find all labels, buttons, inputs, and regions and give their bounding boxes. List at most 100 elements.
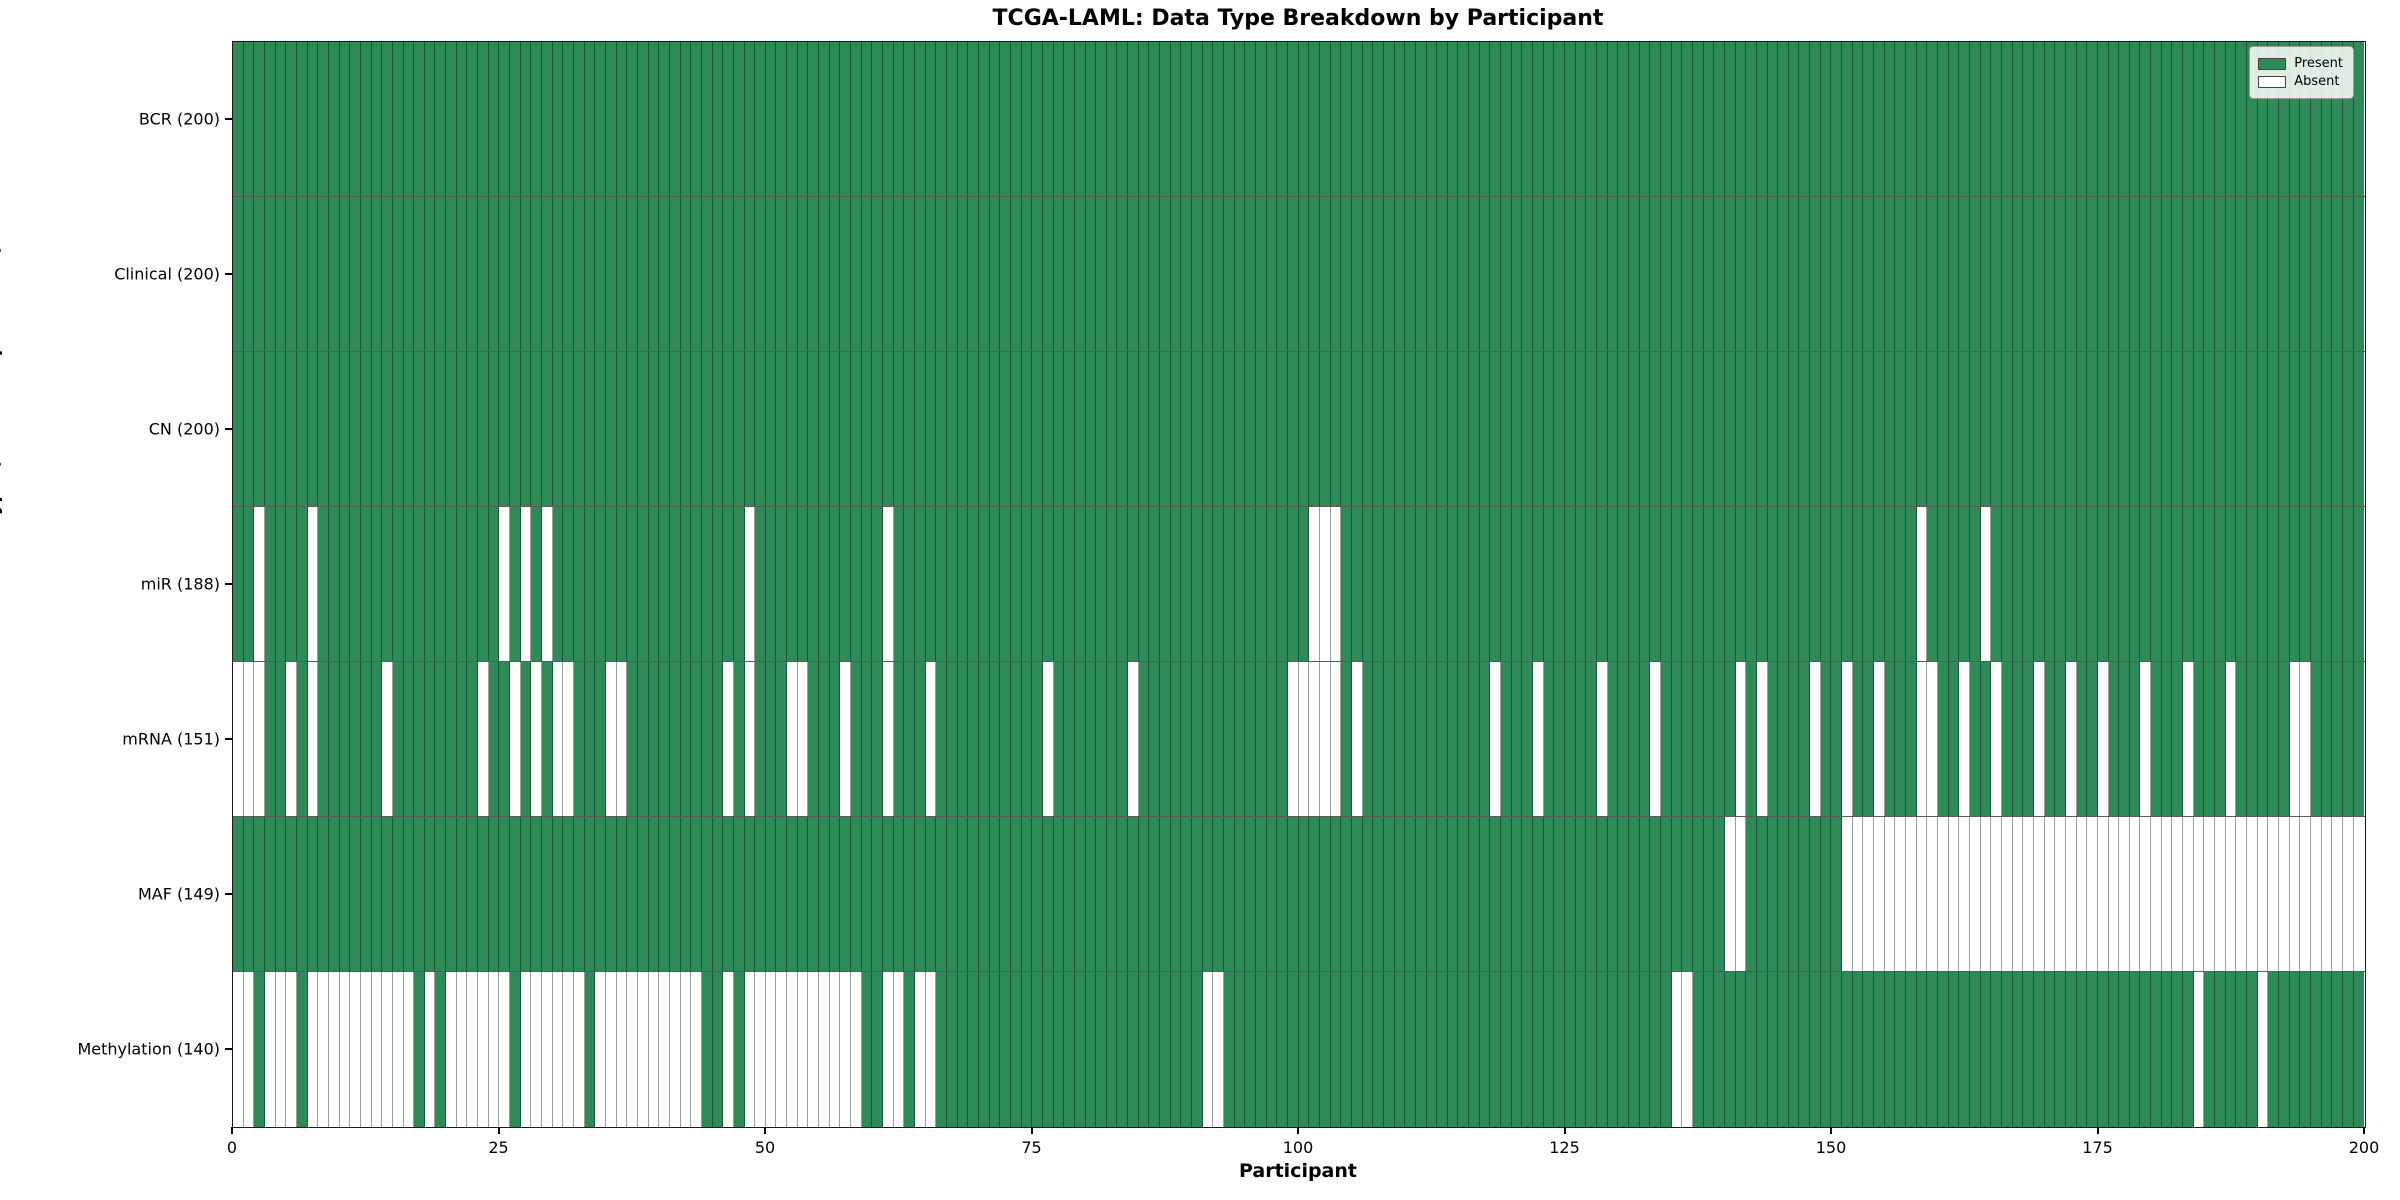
heatmap-cell	[1085, 42, 1097, 196]
heatmap-cell	[1117, 817, 1129, 971]
heatmap-cell	[968, 197, 979, 351]
heatmap-cell	[542, 507, 553, 661]
heatmap-cell	[1469, 197, 1480, 351]
heatmap-cell	[733, 352, 745, 506]
heatmap-cell	[424, 972, 436, 1127]
heatmap-cell	[1447, 352, 1459, 506]
heatmap-cell	[1959, 197, 1970, 351]
heatmap-cell	[2001, 972, 2013, 1127]
heatmap-cell	[1756, 197, 1768, 351]
heatmap-cell	[1618, 817, 1629, 971]
heatmap-cell	[1735, 817, 1747, 971]
heatmap-cell	[467, 972, 479, 1127]
heatmap-cell	[1202, 197, 1214, 351]
heatmap-cell	[382, 197, 393, 351]
heatmap-cell	[1032, 662, 1043, 816]
heatmap-cell	[755, 42, 766, 196]
heatmap-cell	[1010, 817, 1022, 971]
heatmap-cell	[627, 42, 638, 196]
heatmap-cell	[2321, 817, 2333, 971]
heatmap-cell	[478, 42, 489, 196]
heatmap-cell	[2257, 197, 2269, 351]
heatmap-cell	[2353, 662, 2365, 816]
y-tick-mark	[225, 272, 232, 275]
heatmap-cell	[233, 197, 244, 351]
heatmap-cell	[1064, 662, 1075, 816]
heatmap-cell	[627, 662, 638, 816]
heatmap-cell	[787, 972, 798, 1127]
heatmap-cell	[552, 197, 564, 351]
heatmap-cell	[1405, 352, 1416, 506]
heatmap-cell	[840, 817, 852, 971]
heatmap-cell	[2108, 507, 2120, 661]
heatmap-cell	[1000, 817, 1011, 971]
heatmap-cell	[563, 42, 574, 196]
heatmap-cell	[1831, 817, 1843, 971]
heatmap-cell	[286, 972, 297, 1127]
heatmap-cell	[2257, 42, 2269, 196]
heatmap-cell	[371, 197, 383, 351]
heatmap-cell	[1309, 42, 1320, 196]
heatmap-cell	[2353, 507, 2365, 661]
heatmap-cell	[1554, 352, 1566, 506]
heatmap-cell	[2044, 507, 2056, 661]
heatmap-cell	[2310, 352, 2322, 506]
heatmap-cell	[1980, 507, 1992, 661]
heatmap-cell	[1096, 352, 1107, 506]
heatmap-cell	[1511, 972, 1523, 1127]
heatmap-cell	[1724, 972, 1736, 1127]
heatmap-cell	[542, 662, 553, 816]
heatmap-cell	[371, 662, 383, 816]
heatmap-cell	[2342, 42, 2354, 196]
heatmap-cell	[2076, 42, 2088, 196]
heatmap-cell	[1096, 817, 1107, 971]
heatmap-cell	[2033, 507, 2045, 661]
heatmap-cell	[915, 42, 926, 196]
heatmap-cell	[1660, 507, 1672, 661]
heatmap-cell	[1064, 197, 1075, 351]
heatmap-cell	[1010, 662, 1022, 816]
heatmap-cell	[403, 197, 415, 351]
heatmap-cell	[1852, 507, 1864, 661]
heatmap-cell	[1703, 42, 1715, 196]
heatmap-cell	[797, 507, 809, 661]
heatmap-cell	[957, 972, 969, 1127]
heatmap-cell	[1383, 197, 1395, 351]
heatmap-cell	[382, 42, 393, 196]
heatmap-cell	[915, 352, 926, 506]
heatmap-cell	[2257, 662, 2269, 816]
heatmap-cell	[829, 42, 841, 196]
heatmap-cell	[1341, 662, 1352, 816]
heatmap-cell	[616, 817, 628, 971]
heatmap-cell	[925, 662, 937, 816]
heatmap-cell	[1874, 662, 1885, 816]
heatmap-cell	[1660, 972, 1672, 1127]
heatmap-cell	[723, 42, 734, 196]
heatmap-cell	[360, 507, 372, 661]
heatmap-cell	[1479, 662, 1491, 816]
heatmap-cell	[1522, 507, 1534, 661]
heatmap-cell	[605, 662, 617, 816]
heatmap-cell	[1298, 817, 1310, 971]
heatmap-cell	[701, 817, 713, 971]
heatmap-cell	[2119, 662, 2130, 816]
heatmap-cell	[1341, 352, 1352, 506]
heatmap-cell	[1906, 507, 1917, 661]
heatmap-cell	[2076, 817, 2088, 971]
heatmap-cell	[2172, 662, 2184, 816]
heatmap-cell	[371, 972, 383, 1127]
heatmap-cell	[467, 352, 479, 506]
heatmap-cell	[264, 352, 276, 506]
heatmap-cell	[2044, 817, 2056, 971]
heatmap-cell	[1746, 817, 1757, 971]
heatmap-cell	[2183, 42, 2194, 196]
heatmap-cell	[478, 662, 489, 816]
heatmap-cell	[2087, 972, 2098, 1127]
x-tick-label-75: 75	[1021, 1138, 1042, 1157]
heatmap-cell	[1788, 42, 1800, 196]
heatmap-cell	[1586, 507, 1597, 661]
heatmap-cell	[861, 817, 873, 971]
heatmap-cell	[2321, 972, 2333, 1127]
heatmap-cell	[1969, 507, 1981, 661]
heatmap-cell	[552, 662, 564, 816]
